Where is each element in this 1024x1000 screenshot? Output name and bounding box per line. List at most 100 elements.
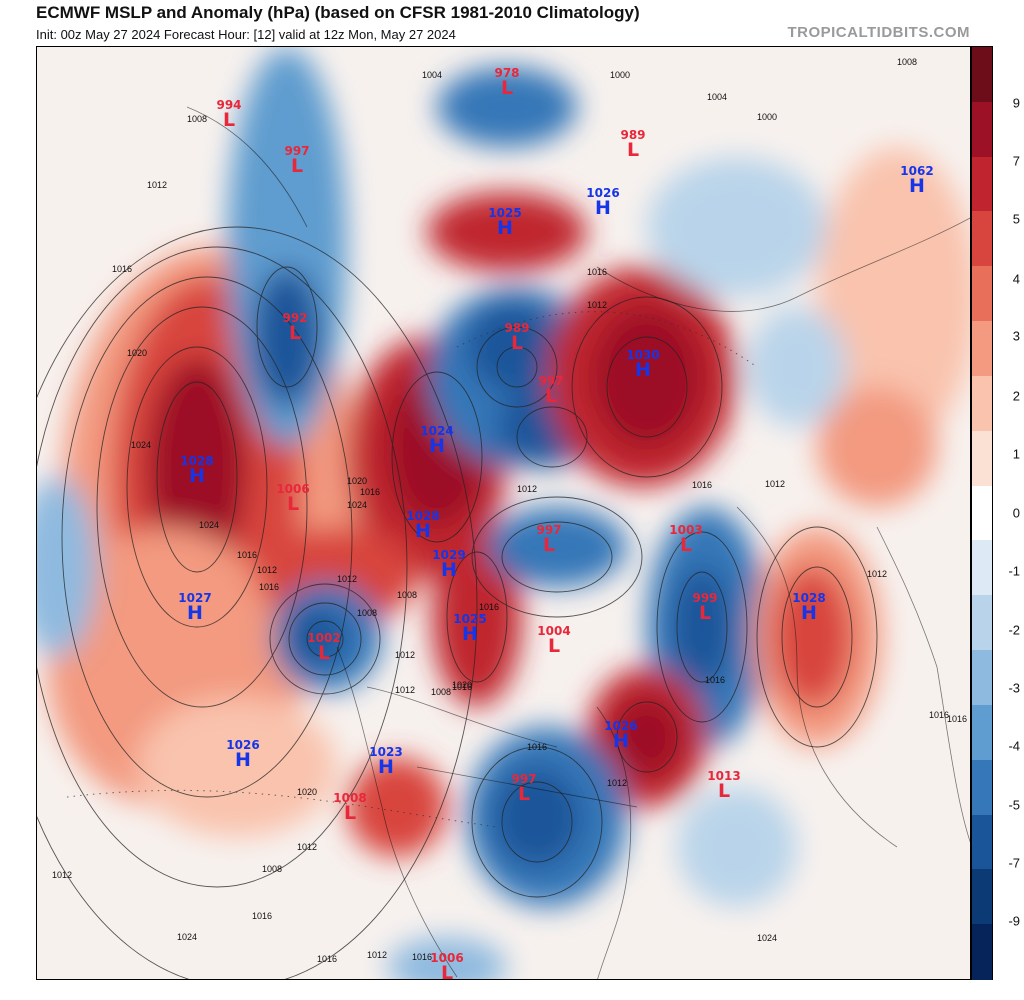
site-credit: TROPICALTIDBITS.COM [787,24,970,41]
low-pressure-marker: 994 L [204,99,254,130]
isobar-label: 1020 [451,680,473,690]
high-pressure-marker: 1025 H [480,207,530,238]
high-pressure-marker: 1028 H [784,592,834,623]
isobar-label: 1004 [421,70,443,80]
isobar-label: 1016 [691,480,713,490]
colorbar-segment [972,266,992,323]
pressure-letter: H [378,756,394,778]
pressure-letter: L [343,802,357,824]
colorbar-tick: -4 [1008,738,1020,754]
pressure-value: 997 [284,144,310,158]
isobar-label: 1008 [396,590,418,600]
high-pressure-marker: 1062 H [892,165,942,196]
colorbar-segment [972,540,992,597]
isobar-label: 1016 [704,675,726,685]
colorbar-tick: 9 [1012,95,1020,111]
pressure-letter: L [440,962,454,980]
pressure-letter: H [189,465,205,487]
colorbar-segment [972,595,992,652]
pressure-value: 1008 [333,791,367,805]
colorbar-segment [972,650,992,706]
high-pressure-marker: 1029 H [424,549,474,580]
high-pressure-marker: 1030 H [618,349,668,380]
high-pressure-marker: 1026 H [578,187,628,218]
pressure-letter: L [222,109,236,131]
pressure-letter: L [286,493,300,515]
isobar-label: 1008 [186,114,208,124]
pressure-value: 1004 [537,624,571,638]
colorbar-tick: -2 [1008,622,1020,638]
isobar-label: 1024 [346,500,368,510]
pressure-letter: L [517,783,531,805]
isobar-label: 1012 [516,484,538,494]
low-pressure-marker: 989 L [492,322,542,353]
anomaly-field [37,47,970,979]
pressure-value: 1026 [586,186,620,200]
pressure-value: 1013 [707,769,741,783]
isobar-label: 1024 [756,933,778,943]
isobar-label: 1016 [928,710,950,720]
colorbar-segment [972,375,992,432]
high-pressure-marker: 1025 H [445,613,495,644]
pressure-letter: H [497,217,513,239]
pressure-letter: L [626,139,640,161]
isobar-label: 1008 [356,608,378,618]
isobar-label: 1012 [394,685,416,695]
anomaly-colorbar [971,46,993,980]
colorbar-tick: 5 [1012,211,1020,227]
pressure-letter: L [290,155,304,177]
pressure-letter: L [717,780,731,802]
high-pressure-marker: 1026 H [596,720,646,751]
isobar-label: 1012 [586,300,608,310]
isobar-label: 1024 [130,440,152,450]
pressure-letter: H [441,559,457,581]
isobar-label: 1004 [706,92,728,102]
high-pressure-marker: 1028 H [172,455,222,486]
low-pressure-marker: 997 L [499,773,549,804]
pressure-letter: L [679,534,693,556]
colorbar-tick: 7 [1012,153,1020,169]
low-pressure-marker: 1003 L [661,524,711,555]
low-pressure-marker: 1013 L [699,770,749,801]
colorbar-segment [972,704,992,761]
colorbar-segment [972,814,992,871]
isobar-label: 1016 [251,911,273,921]
pressure-value: 978 [494,66,520,80]
pressure-letter: H [595,197,611,219]
low-pressure-marker: 997 L [524,524,574,555]
colorbar-tick: -5 [1008,797,1020,813]
isobar-label: 1000 [609,70,631,80]
isobar-label: 1016 [359,487,381,497]
isobar-label: 1012 [866,569,888,579]
colorbar-segment [972,47,992,103]
map-subtitle: Init: 00z May 27 2024 Forecast Hour: [12… [36,27,456,42]
isobar-label: 1012 [394,650,416,660]
colorbar-tick: 3 [1012,328,1020,344]
colorbar-tick: 2 [1012,388,1020,404]
colorbar-tick: -7 [1008,855,1020,871]
high-pressure-marker: 1024 H [412,425,462,456]
mslp-anomaly-map: 994 L 978 L 997 L 989 L 1062 H 1025 H 1026 H 992 L 989 L 1… [36,46,971,980]
colorbar-segment [972,321,992,377]
pressure-letter: H [429,435,445,457]
isobar-label: 1024 [176,932,198,942]
low-pressure-marker: 1008 L [325,792,375,823]
low-pressure-marker: 1002 L [299,632,349,663]
low-pressure-marker: 999 L [680,592,730,623]
pressure-value: 997 [511,772,537,786]
map-title: ECMWF MSLP and Anomaly (hPa) (based on C… [36,3,640,22]
pressure-letter: H [187,602,203,624]
isobar-label: 1012 [764,479,786,489]
isobar-label: 1012 [146,180,168,190]
pressure-value: 1023 [369,745,403,759]
pressure-value: 1025 [488,206,522,220]
pressure-value: 1029 [432,548,466,562]
pressure-value: 1028 [180,454,214,468]
isobar-label: 1008 [896,57,918,67]
pressure-letter: H [613,730,629,752]
colorbar-segment [972,101,992,158]
low-pressure-marker: 1006 L [268,483,318,514]
pressure-value: 994 [216,98,242,112]
low-pressure-marker: 1004 L [529,625,579,656]
isobar-label: 1012 [256,565,278,575]
